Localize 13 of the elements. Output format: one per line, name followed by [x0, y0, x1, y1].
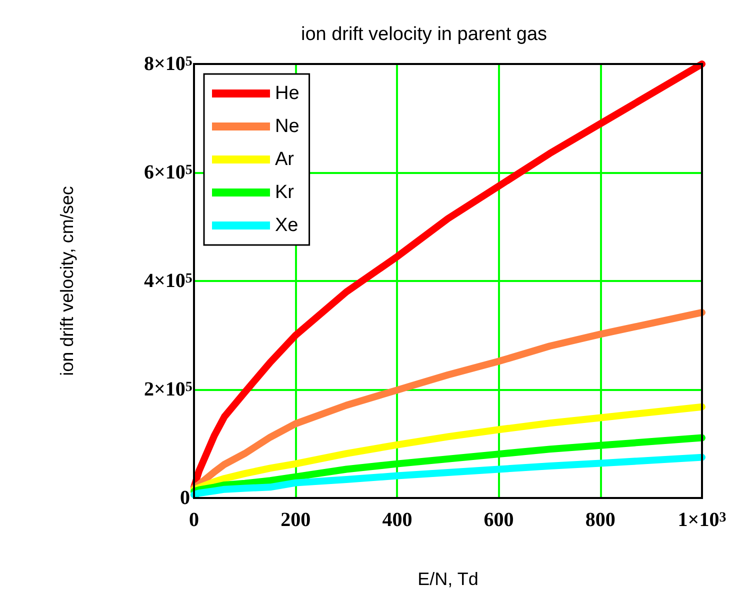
- chart-title: ion drift velocity in parent gas: [300, 24, 548, 45]
- legend-label: Kr: [275, 182, 295, 203]
- legend-label: Xe: [275, 215, 298, 236]
- x-axis-title: E/N, Td: [418, 569, 478, 589]
- x-tick-label: 200: [280, 509, 311, 531]
- x-tick-label: 400: [382, 509, 412, 531]
- legend-label: Ne: [275, 116, 300, 137]
- legend-label: Ar: [275, 149, 295, 170]
- legend-label: He: [275, 83, 300, 104]
- x-tick-label: 600: [484, 509, 514, 531]
- y-axis-title: ion drift velocity, cm/sec: [57, 186, 77, 376]
- x-tick-label: 800: [585, 509, 616, 531]
- y-tick-label: 0: [180, 487, 190, 509]
